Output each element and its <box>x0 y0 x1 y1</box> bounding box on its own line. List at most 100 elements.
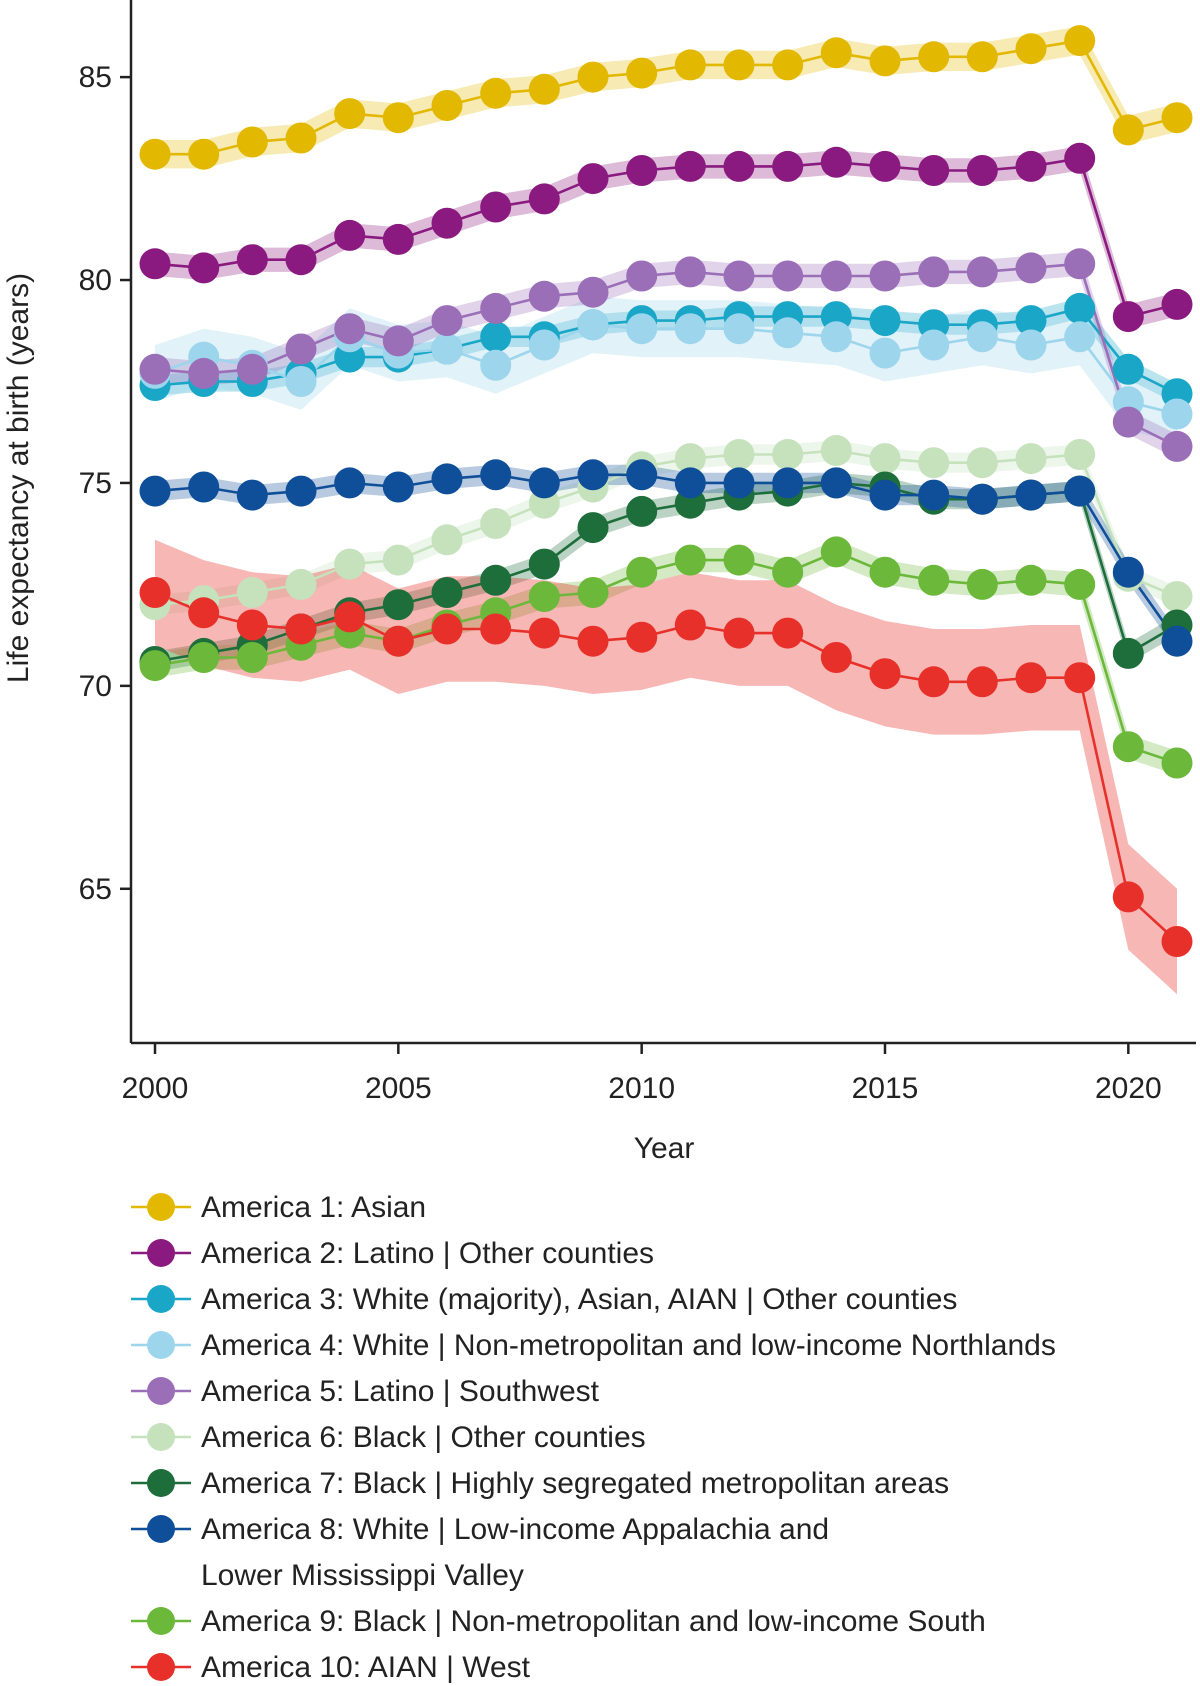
series-2-point <box>674 150 706 182</box>
legend-label: America 5: Latino | Southwest <box>201 1375 600 1408</box>
series-8-point <box>285 475 317 507</box>
legend: America 1: Asian America 2: Latino | Othe… <box>131 1191 1056 1684</box>
series-9-point <box>918 564 950 596</box>
series-1-point <box>966 41 998 73</box>
series-6-point <box>869 443 901 475</box>
x-tick-label: 2000 <box>122 1072 189 1105</box>
series-10-band <box>155 539 1177 995</box>
series-10-point <box>772 617 804 649</box>
series-8-point <box>918 479 950 511</box>
series-9-point <box>528 581 560 613</box>
series-2-point <box>334 219 366 251</box>
series-4-point <box>1161 398 1193 430</box>
series-1-point <box>334 98 366 130</box>
series-9-point <box>139 650 171 682</box>
series-4-point <box>820 321 852 353</box>
series-2-point <box>723 150 755 182</box>
series-6-point <box>285 568 317 600</box>
series-3-point <box>869 305 901 337</box>
series-7-point <box>480 564 512 596</box>
series-1-point <box>431 90 463 121</box>
series-1-point <box>626 57 658 89</box>
legend-swatch-marker <box>147 1285 175 1313</box>
series-9-point <box>966 568 998 600</box>
series-3-point <box>1064 292 1096 324</box>
series-5-point <box>966 256 998 288</box>
series-6-point <box>480 508 512 539</box>
series-10-point <box>139 577 171 608</box>
series-10-point <box>723 617 755 649</box>
series-4-point <box>285 366 317 397</box>
y-tick-label: 65 <box>79 873 112 906</box>
series-3-line <box>154 306 1178 395</box>
series-1-line <box>155 39 1178 156</box>
series-8-point <box>188 471 220 503</box>
series-6-point <box>236 577 268 608</box>
series-10-point <box>626 621 658 653</box>
series-points <box>139 25 1193 957</box>
y-tick-label: 85 <box>79 61 112 94</box>
series-2-point <box>236 244 268 276</box>
series-2-point <box>139 248 171 280</box>
series-lines <box>154 39 1179 943</box>
series-5-point <box>674 256 706 288</box>
series-5-point <box>431 305 463 337</box>
series-1-point <box>577 61 609 93</box>
series-10-point <box>869 658 901 690</box>
legend-label: America 8: White | Low-income Appalachia… <box>201 1513 829 1546</box>
series-1-point <box>528 73 560 105</box>
series-7-point <box>431 577 463 608</box>
legend-label: America 7: Black | Highly segregated met… <box>201 1467 949 1500</box>
series-5-point <box>577 276 609 308</box>
series-8-point <box>236 479 268 511</box>
series-8-point <box>334 467 366 499</box>
series-3-point <box>1015 305 1047 337</box>
series-8-point <box>674 467 706 499</box>
series-5-point <box>626 260 658 292</box>
y-axis-title: Life expectancy at birth (years) <box>2 273 35 683</box>
legend-label: America 3: White (majority), Asian, AIAN… <box>201 1283 957 1316</box>
series-7-point <box>577 512 609 544</box>
series-5-point <box>285 333 317 365</box>
series-9-point <box>236 642 268 673</box>
x-axis-title: Year <box>634 1132 695 1165</box>
series-4-line <box>154 323 1178 416</box>
series-2-point <box>480 191 512 223</box>
y-tick-label: 75 <box>79 467 112 500</box>
series-7-point <box>382 589 414 621</box>
series-6-point <box>820 435 852 466</box>
x-tick-label: 2015 <box>852 1072 919 1105</box>
series-8-point <box>1015 479 1047 511</box>
legend-swatch-marker <box>147 1515 175 1543</box>
legend-swatch-marker <box>147 1193 175 1221</box>
series-6-line <box>154 449 1178 606</box>
series-6-point <box>966 447 998 479</box>
axis-ticks: 2000 2005 2010 2015 2020 65 70 75 80 85 <box>79 61 1162 1105</box>
series-2-line <box>154 156 1178 319</box>
series-9-point <box>626 556 658 588</box>
series-8-point <box>1161 625 1193 657</box>
series-5-point <box>1015 252 1047 284</box>
series-10-point <box>334 601 366 633</box>
legend-label: America 6: Black | Other counties <box>201 1421 646 1454</box>
series-6-point <box>723 439 755 470</box>
series-4-point <box>772 317 804 349</box>
series-10-point <box>236 609 268 641</box>
series-1-point <box>1161 102 1193 134</box>
legend-label-continuation: Lower Mississippi Valley <box>201 1559 524 1592</box>
legend-swatch-marker <box>147 1653 175 1681</box>
series-2-point <box>1064 142 1096 174</box>
y-tick-label: 80 <box>79 264 112 297</box>
series-8-point <box>626 459 658 491</box>
series-9-line <box>154 550 1178 765</box>
series-7-point <box>626 495 658 527</box>
series-5-point <box>382 325 414 357</box>
series-2-point <box>626 155 658 186</box>
series-6-point <box>1064 439 1096 470</box>
series-5-point <box>236 353 268 385</box>
series-1-point <box>139 138 171 170</box>
y-tick-label: 70 <box>79 670 112 703</box>
series-6-point <box>431 524 463 556</box>
